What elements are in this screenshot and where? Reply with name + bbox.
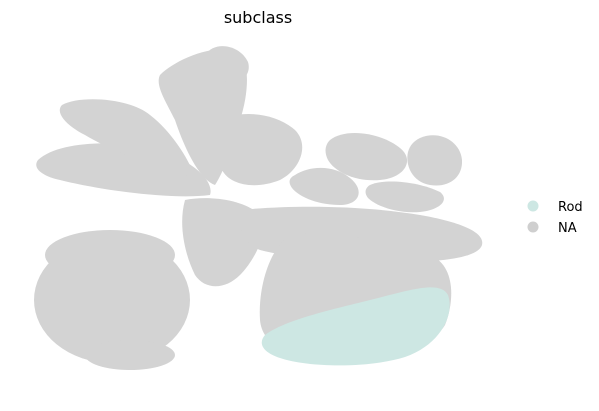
legend-marker-rod — [528, 201, 539, 212]
scatter-layer — [34, 46, 482, 370]
legend-label-rod: Rod — [558, 200, 583, 215]
cluster-left-blob-bottom — [85, 340, 175, 370]
cluster-right-lobe-3 — [407, 135, 462, 185]
cluster-right-lobe-4 — [366, 181, 444, 212]
legend-item-na: NA — [528, 221, 577, 236]
legend: Rod NA — [528, 200, 583, 236]
legend-label-na: NA — [558, 221, 577, 236]
chart-title: subclass — [224, 8, 292, 27]
legend-marker-na — [528, 222, 539, 233]
cluster-mid-leaf — [213, 114, 302, 185]
legend-item-rod: Rod — [528, 200, 583, 215]
cluster-left-blob-top — [45, 230, 175, 280]
